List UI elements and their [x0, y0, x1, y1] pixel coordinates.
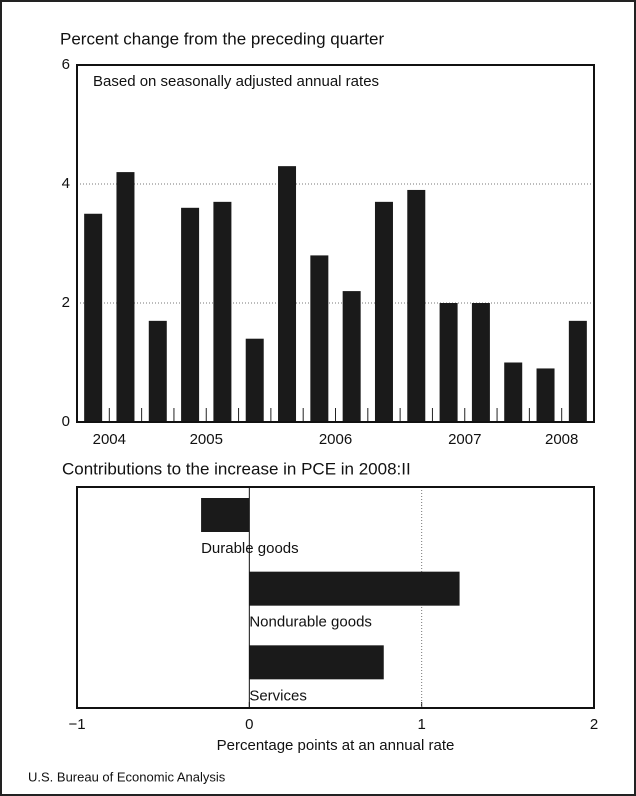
bar: [342, 291, 361, 422]
bar: [374, 201, 393, 422]
bar-label: Services: [249, 687, 307, 704]
bar: [278, 166, 297, 422]
bar: [245, 338, 264, 422]
bar: [84, 213, 103, 422]
bar-label: Durable goods: [201, 540, 299, 557]
bar: [568, 320, 587, 422]
x-tick-label: 2004: [93, 431, 126, 448]
x-tick-label: 0: [245, 716, 253, 733]
bar-label: Nondurable goods: [249, 614, 372, 631]
bar: [249, 645, 384, 680]
y-tick-label: 2: [62, 294, 70, 311]
bar: [439, 303, 458, 422]
subtitle: Based on seasonally adjusted annual rate…: [93, 73, 379, 90]
bar: [249, 571, 460, 606]
chart-title: Percent change from the preceding quarte…: [60, 29, 384, 48]
x-tick-label: 2: [590, 716, 598, 733]
bar: [471, 303, 490, 422]
x-tick-label: 2006: [319, 431, 352, 448]
x-tick-label: −1: [68, 716, 85, 733]
y-tick-label: 6: [62, 56, 70, 73]
y-tick-label: 0: [62, 413, 70, 430]
x-tick-label: 2008: [545, 431, 578, 448]
x-axis-label: Percentage points at an annual rate: [217, 737, 455, 754]
bar: [201, 498, 250, 532]
bar: [310, 255, 329, 422]
source: U.S. Bureau of Economic Analysis: [28, 769, 226, 784]
bar: [536, 368, 555, 422]
x-tick-label: 1: [417, 716, 425, 733]
bar: [116, 172, 135, 422]
bar: [213, 201, 232, 422]
plot-frame: [76, 486, 595, 709]
bar: [181, 207, 200, 422]
y-tick-label: 4: [62, 175, 70, 192]
chart-title: Contributions to the increase in PCE in …: [62, 459, 411, 478]
plot-frame: [76, 64, 595, 423]
bar: [504, 362, 523, 422]
x-tick-label: 2007: [448, 431, 481, 448]
bar: [148, 320, 167, 422]
bar: [407, 189, 426, 422]
x-tick-label: 2005: [190, 431, 223, 448]
